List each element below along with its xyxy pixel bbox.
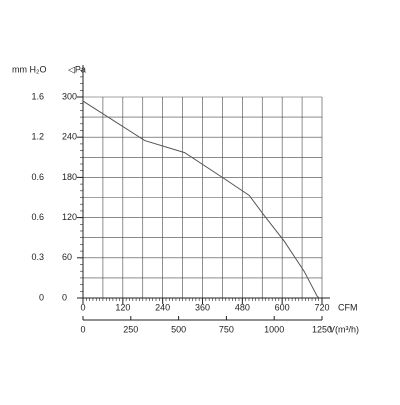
x-axis-label: CFM	[338, 302, 358, 312]
x2-tick-label: 750	[219, 324, 234, 334]
mmh2o-label: 1.2	[31, 132, 44, 142]
mmh2o-label: 0	[39, 292, 44, 302]
mmh2o-label: 0.6	[31, 172, 44, 182]
x2-tick-label: 0	[80, 324, 85, 334]
mmh2o-label: 1.6	[31, 91, 44, 101]
x2-tick-label: 1000	[264, 324, 284, 334]
x-tick-label: 240	[155, 302, 170, 312]
mmh2o-label: 0.6	[31, 212, 44, 222]
x-tick-label: 720	[314, 302, 329, 312]
y-axis-label: mm H₂O	[12, 64, 47, 74]
curve	[82, 100, 320, 299]
x-tick-label: 360	[195, 302, 210, 312]
y-tick-label: 240	[62, 132, 77, 142]
y-tick-label: 60	[62, 252, 72, 262]
y-tick-label: 0	[62, 292, 67, 302]
x-tick-label: 0	[80, 302, 85, 312]
x-tick-label: 120	[115, 302, 130, 312]
mmh2o-label: 0.3	[31, 252, 44, 262]
x2-tick-label: 500	[171, 324, 186, 334]
y-tick-label: 120	[62, 212, 77, 222]
y-tick-label: 300	[62, 91, 77, 101]
y2-axis-label: ◁Pa	[68, 64, 86, 74]
y-tick-label: 180	[62, 172, 77, 182]
x-tick-label: 600	[275, 302, 290, 312]
x2-tick-label: 1250	[312, 324, 332, 334]
x2-tick-label: 250	[123, 324, 138, 334]
x2-axis-label: V(m³/h)	[329, 324, 359, 334]
x-tick-label: 480	[235, 302, 250, 312]
